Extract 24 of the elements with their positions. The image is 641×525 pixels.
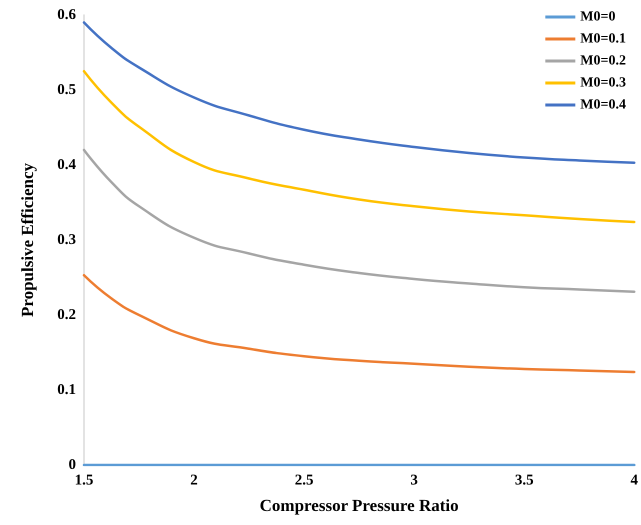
x-tick-label: 3 [410, 472, 418, 488]
y-tick-label: 0.2 [57, 307, 76, 323]
legend-label: M0=0.2 [580, 54, 626, 68]
x-tick-label: 3.5 [514, 472, 534, 488]
legend-label: M0=0.3 [580, 76, 626, 90]
y-tick-label: 0.5 [57, 82, 76, 98]
x-tick-label: 1.5 [74, 472, 94, 488]
y-tick-label: 0.6 [57, 7, 76, 23]
line-series [82, 148, 636, 293]
legend-label: M0=0.1 [580, 32, 626, 46]
legend-label: M0=0 [580, 10, 616, 24]
y-tick-label: 0.4 [57, 157, 76, 173]
line-series [82, 21, 636, 164]
line-series [82, 274, 636, 374]
y-axis-title: Propulsive Efficiency [18, 162, 37, 318]
x-axis-title: Compressor Pressure Ratio [260, 496, 459, 515]
y-tick-label: 0.3 [57, 232, 76, 248]
x-tick-label: 2 [190, 472, 198, 488]
legend-label: M0=0.4 [580, 98, 626, 112]
x-tick-label: 2.5 [294, 472, 314, 488]
y-tick-label: 0 [68, 457, 76, 473]
line-series [82, 70, 636, 224]
x-tick-label: 4 [630, 472, 638, 488]
y-tick-label: 0.1 [57, 382, 76, 398]
